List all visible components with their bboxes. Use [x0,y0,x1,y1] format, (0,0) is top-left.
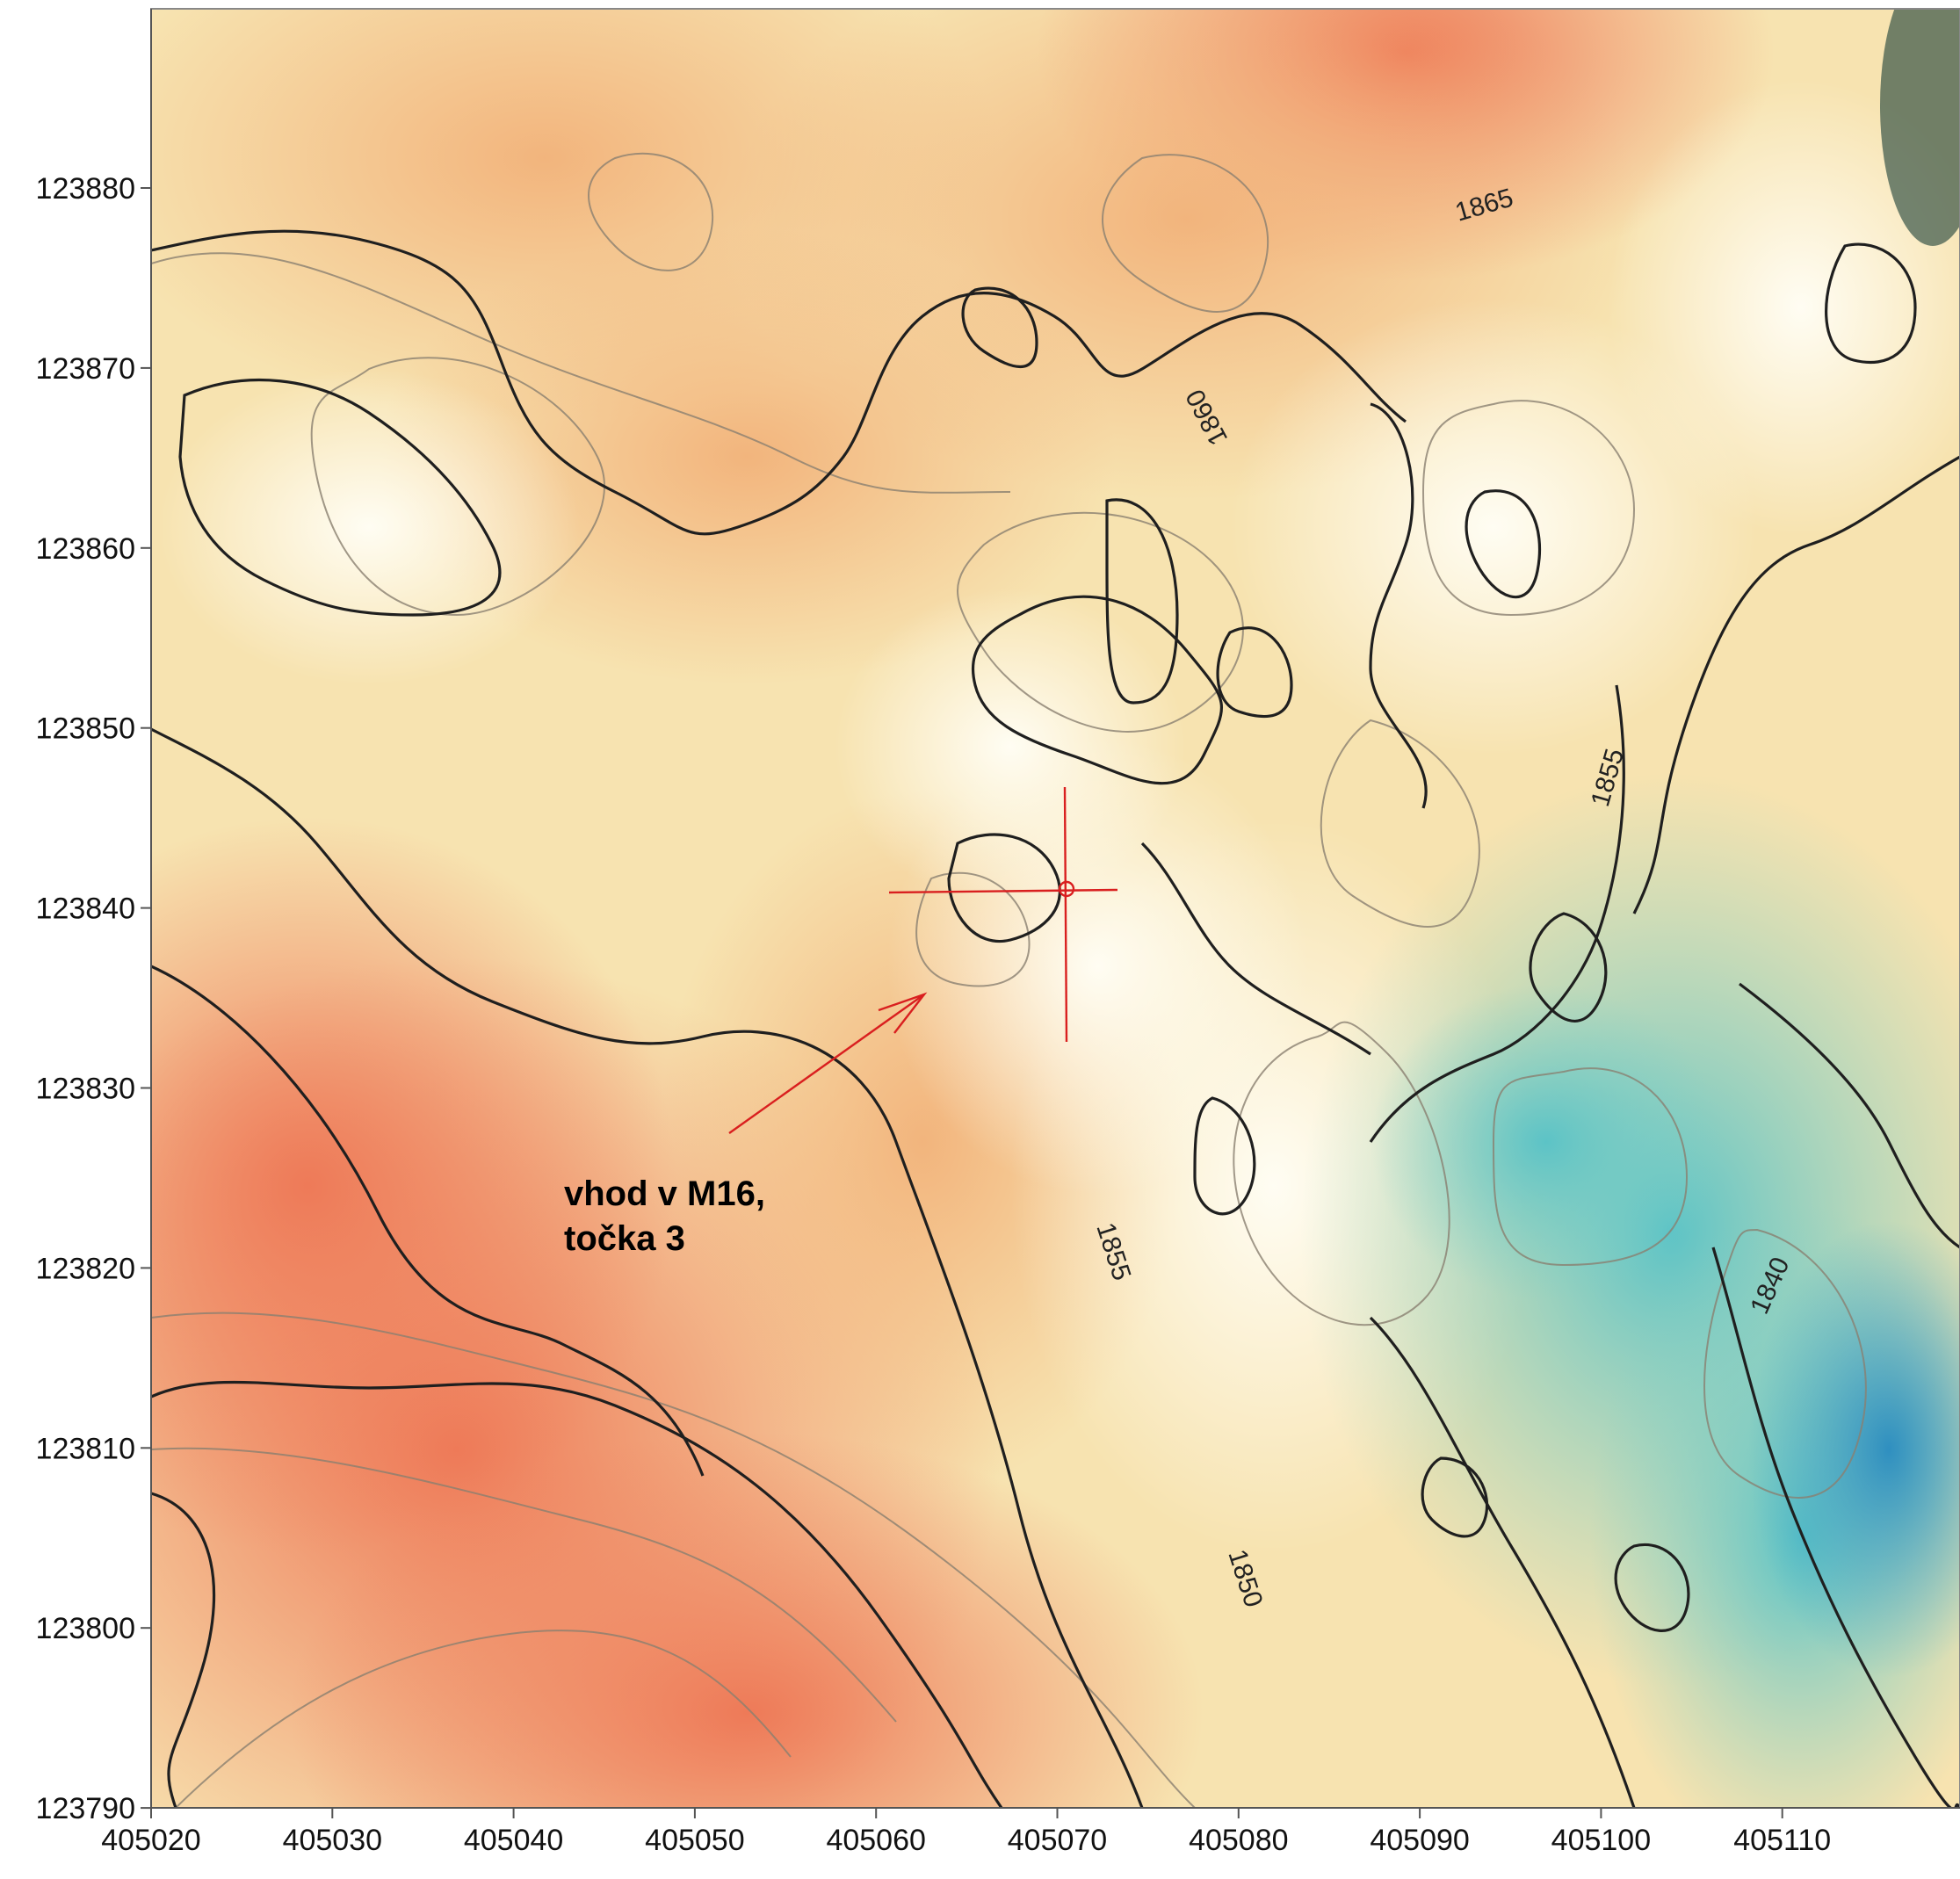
x-tick-label: 405080 [1189,1824,1288,1857]
y-tick-label: 123880 [36,172,135,206]
y-tick-label: 123800 [36,1612,135,1645]
point-marker [888,786,1118,1043]
y-tick-label: 123790 [36,1792,135,1825]
axes: 405020 405030 405040 405050 405060 405070 4050… [36,9,1960,1857]
callout-text: vhod v M16, točka 3 [564,1174,765,1258]
y-tick-label: 123860 [36,532,135,566]
x-tick-label: 405100 [1551,1824,1651,1857]
x-tick-label: 405090 [1370,1824,1469,1857]
callout-line-2: točka 3 [564,1219,685,1258]
annotation-arrow [728,992,928,1134]
y-tick-label: 123850 [36,712,135,746]
x-tick-label: 405060 [826,1824,925,1857]
y-tick-label: 123820 [36,1252,135,1285]
x-tick-label: 405030 [283,1824,382,1857]
y-tick-label: 123810 [36,1432,135,1465]
y-tick-label: 123870 [36,352,135,386]
minor-contours [151,152,1867,1808]
x-tick-label: 405110 [1733,1824,1831,1857]
callout-line-1: vhod v M16, [564,1174,765,1213]
y-tick-label: 123830 [36,1073,135,1106]
x-tick-label: 405070 [1008,1824,1107,1857]
major-contours [151,229,1960,1808]
x-tick-label: 405020 [101,1824,200,1857]
y-tick-label: 123840 [36,893,135,926]
x-tick-label: 405050 [645,1824,744,1857]
x-tick-label: 405040 [464,1824,563,1857]
